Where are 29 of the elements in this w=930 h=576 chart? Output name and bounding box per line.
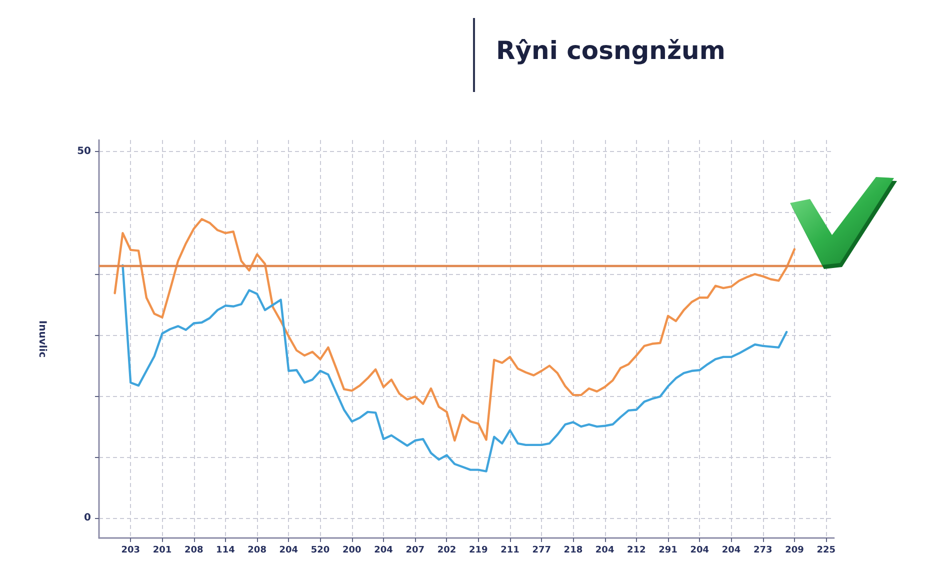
x-tick-label: 208 bbox=[184, 546, 204, 556]
x-tick-label: 204 bbox=[690, 546, 710, 556]
x-tick-label: 209 bbox=[785, 546, 804, 556]
y-axis-title: Inuvlic bbox=[36, 320, 48, 358]
x-tick-label: 200 bbox=[342, 546, 362, 556]
x-tick-label: 204 bbox=[279, 546, 298, 556]
x-tick-label: 277 bbox=[532, 546, 551, 556]
x-tick-label: 273 bbox=[753, 546, 772, 556]
x-tick-label: 291 bbox=[658, 546, 678, 556]
x-tick-label: 204 bbox=[374, 546, 393, 556]
y-tick-label: 50 bbox=[77, 146, 92, 158]
x-tick-label: 204 bbox=[595, 546, 614, 556]
x-tick-label: 212 bbox=[627, 546, 646, 556]
line-series bbox=[122, 264, 788, 472]
x-tick-label: 225 bbox=[816, 546, 836, 556]
x-tick-label: 207 bbox=[406, 546, 425, 556]
x-tick-label: 202 bbox=[437, 546, 456, 556]
x-tick-label: 201 bbox=[152, 546, 172, 556]
line-series bbox=[114, 218, 796, 442]
x-tick-label: 219 bbox=[468, 546, 488, 556]
x-tick-label: 114 bbox=[216, 546, 235, 556]
chart-title: Rŷni cosngnžum bbox=[496, 36, 726, 65]
x-tick-label: 520 bbox=[310, 546, 330, 556]
x-tick-label: 218 bbox=[564, 546, 583, 556]
x-tick-label: 203 bbox=[121, 546, 140, 556]
x-tick-label: 211 bbox=[500, 546, 520, 556]
x-tick-label: 204 bbox=[722, 546, 741, 556]
x-tick-label: 208 bbox=[248, 546, 266, 556]
y-tick-label: 0 bbox=[84, 512, 92, 524]
